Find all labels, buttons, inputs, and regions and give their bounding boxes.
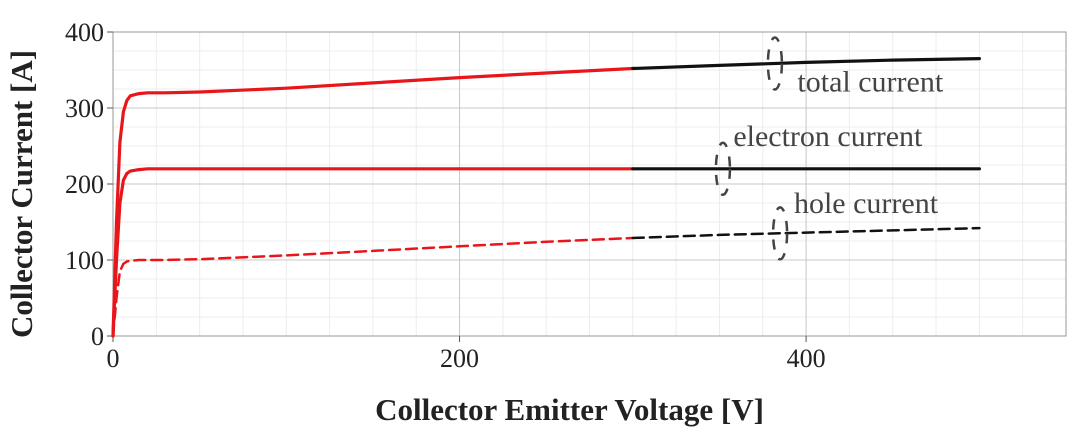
x-tick-label: 0 xyxy=(107,344,120,373)
y-tick-label: 400 xyxy=(65,18,104,47)
annotation-bracket xyxy=(714,141,732,197)
series-hole-current xyxy=(111,226,981,338)
series-line-segment-primary xyxy=(111,167,635,338)
x-tick-label: 400 xyxy=(787,344,826,373)
series-electron-current xyxy=(111,167,982,338)
series-label: electron current xyxy=(733,120,923,153)
annotation-bracket xyxy=(771,206,789,261)
series-line-segment-secondary xyxy=(631,56,982,71)
series-line-segment-primary xyxy=(111,66,635,338)
series-label: total current xyxy=(797,65,943,98)
x-tick-label: 200 xyxy=(440,344,479,373)
y-tick-label: 0 xyxy=(91,322,104,351)
series-layer xyxy=(111,56,982,338)
y-tick-label: 300 xyxy=(65,94,104,123)
y-axis-title: Collector Current [A] xyxy=(4,50,39,338)
y-tick-label: 100 xyxy=(65,246,104,275)
series-line-segment-primary xyxy=(111,236,635,338)
annotation-bracket xyxy=(766,36,784,91)
bracket-layer xyxy=(714,36,789,261)
x-axis-title: Collector Emitter Voltage [V] xyxy=(375,392,764,427)
x-axis-ticks: 0 200 400 xyxy=(107,336,826,373)
annotation-layer: total current electron current hole curren… xyxy=(733,65,944,220)
series-label: hole current xyxy=(794,187,939,220)
series-total-current xyxy=(111,56,982,338)
y-axis-ticks: 0 100 200 300 400 xyxy=(65,18,113,351)
series-line-segment-secondary xyxy=(631,226,981,240)
y-tick-label: 200 xyxy=(65,170,104,199)
